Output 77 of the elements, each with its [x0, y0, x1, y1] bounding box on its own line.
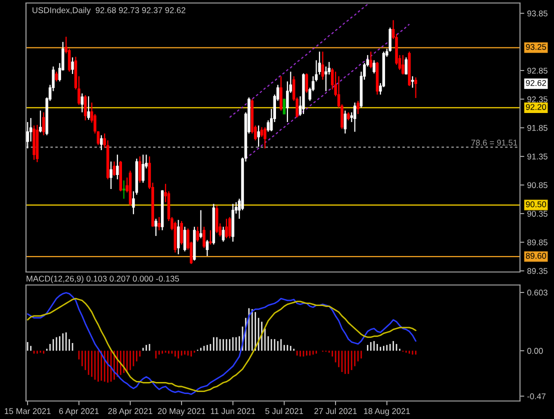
y-tick-label: 92.85: [527, 68, 548, 74]
candlestick: [154, 218, 158, 236]
candlestick: [411, 76, 414, 88]
candlestick: [87, 96, 90, 120]
candlestick: [112, 160, 116, 176]
candlestick: [180, 220, 183, 246]
candlestick: [122, 180, 126, 200]
candlestick: [215, 205, 218, 234]
ref-line-label: 90.50: [526, 201, 546, 208]
x-tick-label: 28 Apr 2021: [108, 408, 152, 416]
x-tick-label: 18 Aug 2021: [364, 408, 410, 416]
candlestick: [206, 239, 209, 257]
candlestick: [257, 124, 260, 148]
x-tick-label: 27 Jul 2021: [314, 408, 357, 414]
y-tick-label: 93.85: [527, 10, 548, 16]
ref-line-label: 89.60: [526, 252, 546, 259]
y-tick-label: -0.47: [527, 393, 546, 400]
candlestick: [142, 154, 144, 184]
ref-line-label: 78.6 = 91.51: [471, 140, 518, 146]
y-tick-label: 91.35: [527, 154, 548, 160]
candlestick: [280, 76, 282, 112]
candlestick: [196, 226, 199, 242]
candlestick: [414, 76, 418, 99]
candlestick: [199, 210, 202, 239]
candlestick: [404, 56, 408, 76]
ref-line-label: 93.25: [526, 44, 546, 50]
candlestick: [71, 56, 74, 75]
line-series: [245, 24, 410, 160]
candlestick: [264, 126, 266, 149]
candlestick: [176, 219, 180, 255]
candlestick: [116, 154, 119, 180]
candlestick: [344, 110, 347, 134]
candlestick: [100, 134, 103, 151]
candlestick: [209, 230, 212, 246]
candlestick: [356, 100, 360, 115]
chart-title: USDIndex,Daily 92.68 92.73 92.37 92.62: [32, 7, 186, 15]
candlestick: [225, 218, 228, 239]
y-tick-label: 92.35: [527, 96, 548, 102]
candlestick: [202, 226, 206, 249]
candlestick: [26, 121, 29, 149]
candlestick: [110, 160, 112, 190]
x-tick-label: 5 Jul 2021: [265, 408, 304, 414]
candlestick: [353, 102, 356, 132]
candlestick: [260, 126, 264, 138]
candlestick: [228, 216, 232, 239]
candlestick: [321, 51, 324, 80]
y-tick-label: 89.35: [527, 268, 548, 274]
chart-title: MACD(12,26,9) 0.103 0.207 0.000 -0.135: [26, 275, 179, 284]
y-tick-label: 90.35: [527, 210, 548, 217]
candlestick: [158, 216, 160, 231]
y-tick-label: 0.00: [527, 348, 543, 354]
x-tick-label: 20 May 2021: [158, 408, 206, 416]
candlestick: [402, 54, 404, 76]
x-tick-label: 11 Jun 2021: [210, 408, 256, 414]
candlestick: [282, 98, 286, 114]
x-tick-label: 6 Apr 2021: [59, 408, 99, 416]
candlestick: [222, 226, 225, 242]
candlestick: [138, 156, 142, 184]
candlestick: [55, 71, 58, 82]
candlestick: [266, 120, 270, 132]
candlestick: [42, 112, 46, 136]
y-tick-label: 0.603: [527, 290, 548, 296]
x-tick-label: 15 Mar 2021: [4, 408, 51, 414]
candlestick: [324, 66, 328, 92]
candlestick: [372, 60, 376, 74]
text: 92.62: [526, 80, 546, 86]
y-tick-label: 90.85: [527, 182, 548, 188]
y-tick-label: 91.85: [527, 124, 548, 131]
ref-line-label: 92.20: [526, 104, 546, 110]
candlestick: [84, 94, 87, 121]
candlestick: [305, 72, 308, 94]
y-tick-label: 89.85: [527, 239, 548, 246]
candlestick: [369, 51, 372, 69]
candlestick: [183, 226, 186, 252]
line-series: [229, 4, 368, 118]
candlestick: [80, 92, 84, 113]
candlestick: [39, 110, 42, 133]
